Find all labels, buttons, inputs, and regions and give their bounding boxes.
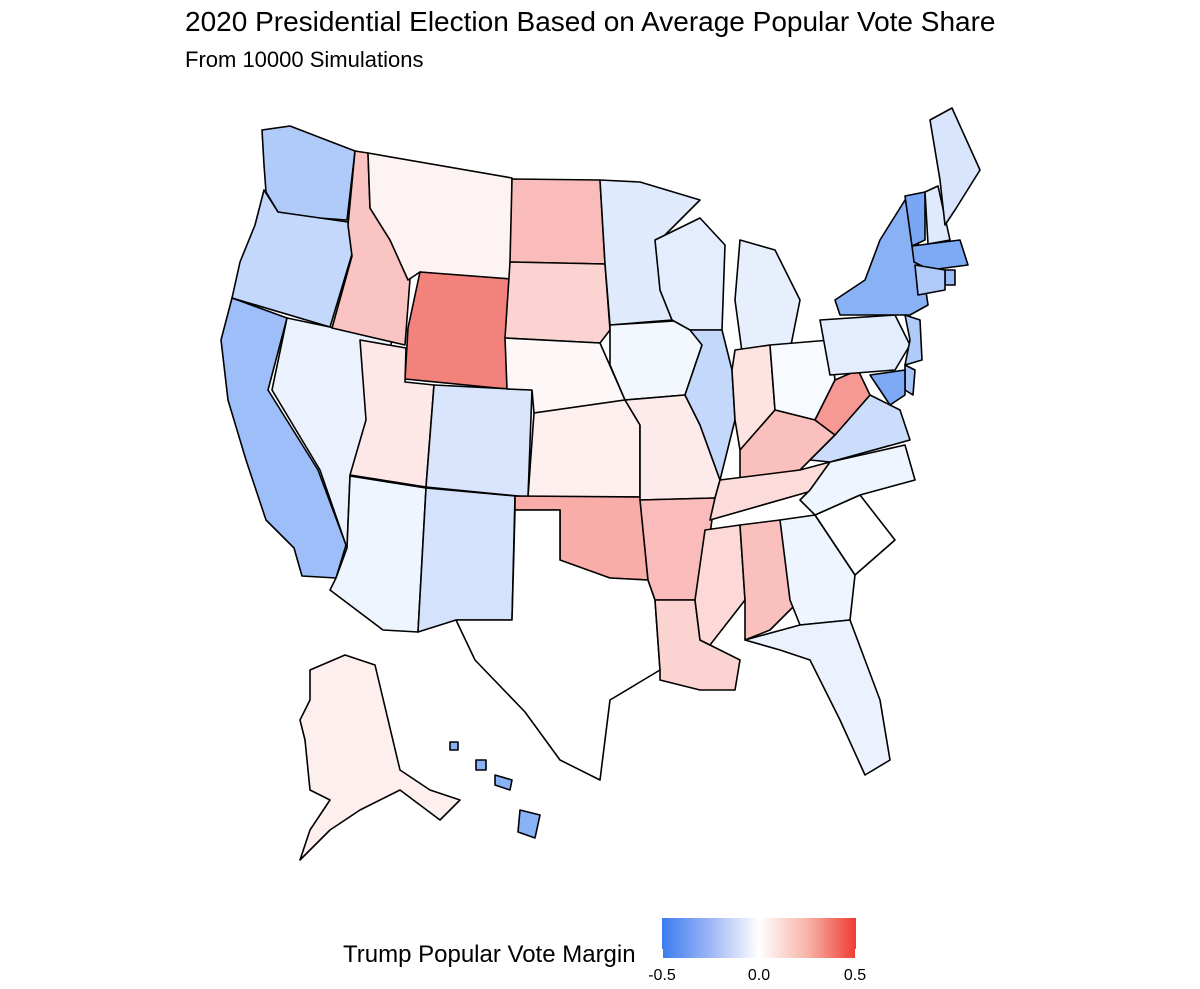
state-tx (455, 509, 661, 781)
state-nh (924, 185, 951, 245)
state-nm (417, 487, 516, 633)
state-nd (509, 178, 606, 265)
state-ms (694, 524, 746, 646)
state-wa (261, 125, 356, 221)
state-ri (944, 269, 956, 286)
state-co (425, 384, 533, 498)
state-ct (914, 264, 946, 296)
state-wv (814, 369, 871, 436)
state-md (869, 369, 906, 406)
state-pa (819, 314, 911, 376)
states-layer (220, 107, 981, 861)
state-nj (904, 314, 923, 366)
state-wy (404, 271, 513, 390)
state-hi (449, 741, 541, 839)
state-vt (904, 191, 926, 247)
chart-title: 2020 Presidential Election Based on Aver… (185, 6, 996, 37)
state-ca (220, 297, 347, 579)
state-ma (911, 239, 969, 271)
state-me (929, 107, 981, 226)
state-ak (299, 654, 461, 861)
state-mi (734, 239, 801, 353)
state-sd (504, 261, 611, 344)
state-de (904, 364, 916, 396)
chart-subtitle: From 10000 Simulations (185, 47, 424, 72)
state-ks (527, 399, 641, 498)
state-fl (744, 619, 891, 776)
